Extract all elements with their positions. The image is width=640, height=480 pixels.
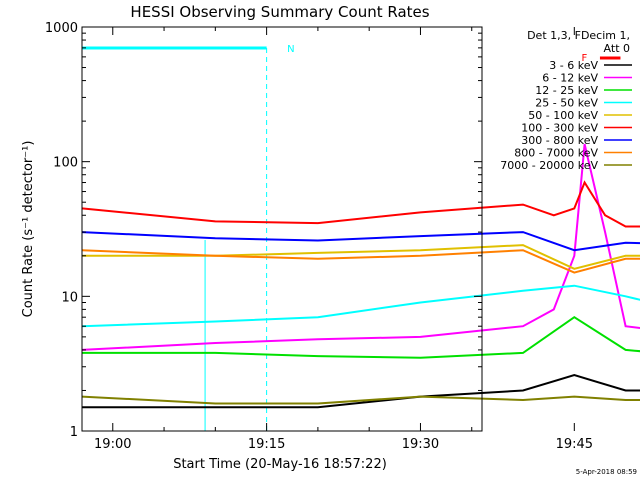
y-tick-label: 10 bbox=[61, 290, 78, 305]
series-line bbox=[81, 284, 640, 328]
legend-entry-label: 25 - 50 keV bbox=[535, 97, 598, 110]
night-label: N bbox=[287, 44, 294, 55]
x-tick-label: 19:45 bbox=[556, 437, 593, 452]
legend-entry-label: 50 - 100 keV bbox=[528, 109, 598, 122]
series-layer bbox=[81, 143, 640, 409]
series-line bbox=[81, 231, 640, 252]
y-tick-label: 1 bbox=[70, 425, 78, 440]
legend-entry-label: 12 - 25 keV bbox=[535, 84, 598, 97]
series-line bbox=[82, 374, 640, 409]
series-line bbox=[82, 315, 640, 359]
x-axis-label: Start Time (20-May-16 18:57:22) bbox=[173, 457, 387, 472]
chart-title: HESSI Observing Summary Count Rates bbox=[130, 3, 429, 21]
x-tick-label: 19:30 bbox=[402, 437, 439, 452]
series-line bbox=[81, 249, 640, 274]
x-tick-label: 19:15 bbox=[248, 437, 285, 452]
x-tick-label: 19:00 bbox=[94, 437, 131, 452]
series-line bbox=[81, 395, 640, 405]
plot-frame bbox=[81, 26, 483, 432]
y-axis: 1 10 100 1000 bbox=[45, 21, 482, 440]
legend-entry-label: 6 - 12 keV bbox=[542, 72, 598, 85]
legend-header-line-2: Att 0 bbox=[604, 42, 630, 55]
legend-entry-label: 100 - 300 keV bbox=[521, 122, 598, 135]
series-line bbox=[81, 180, 640, 228]
legend-entry-label: 3 - 6 keV bbox=[549, 59, 598, 72]
footer-timestamp: 5-Apr-2018 08:59 bbox=[576, 468, 637, 476]
annotations-layer: NFS bbox=[82, 44, 621, 431]
legend-header-line-1: Det 1,3, FDecim 1, bbox=[527, 29, 630, 42]
legend-entry-label: 7000 - 20000 keV bbox=[500, 159, 598, 172]
flare-label: F bbox=[581, 53, 587, 64]
series-line bbox=[81, 143, 640, 351]
y-tick-label: 100 bbox=[53, 156, 78, 171]
y-tick-label: 1000 bbox=[45, 21, 78, 36]
y-axis-label: Count Rate (s⁻¹ detector⁻¹) bbox=[21, 141, 36, 318]
plot-area: NFS bbox=[81, 26, 640, 432]
legend-entry-label: 800 - 7000 keV bbox=[514, 147, 598, 160]
legend-entry-label: 300 - 800 keV bbox=[521, 134, 598, 147]
